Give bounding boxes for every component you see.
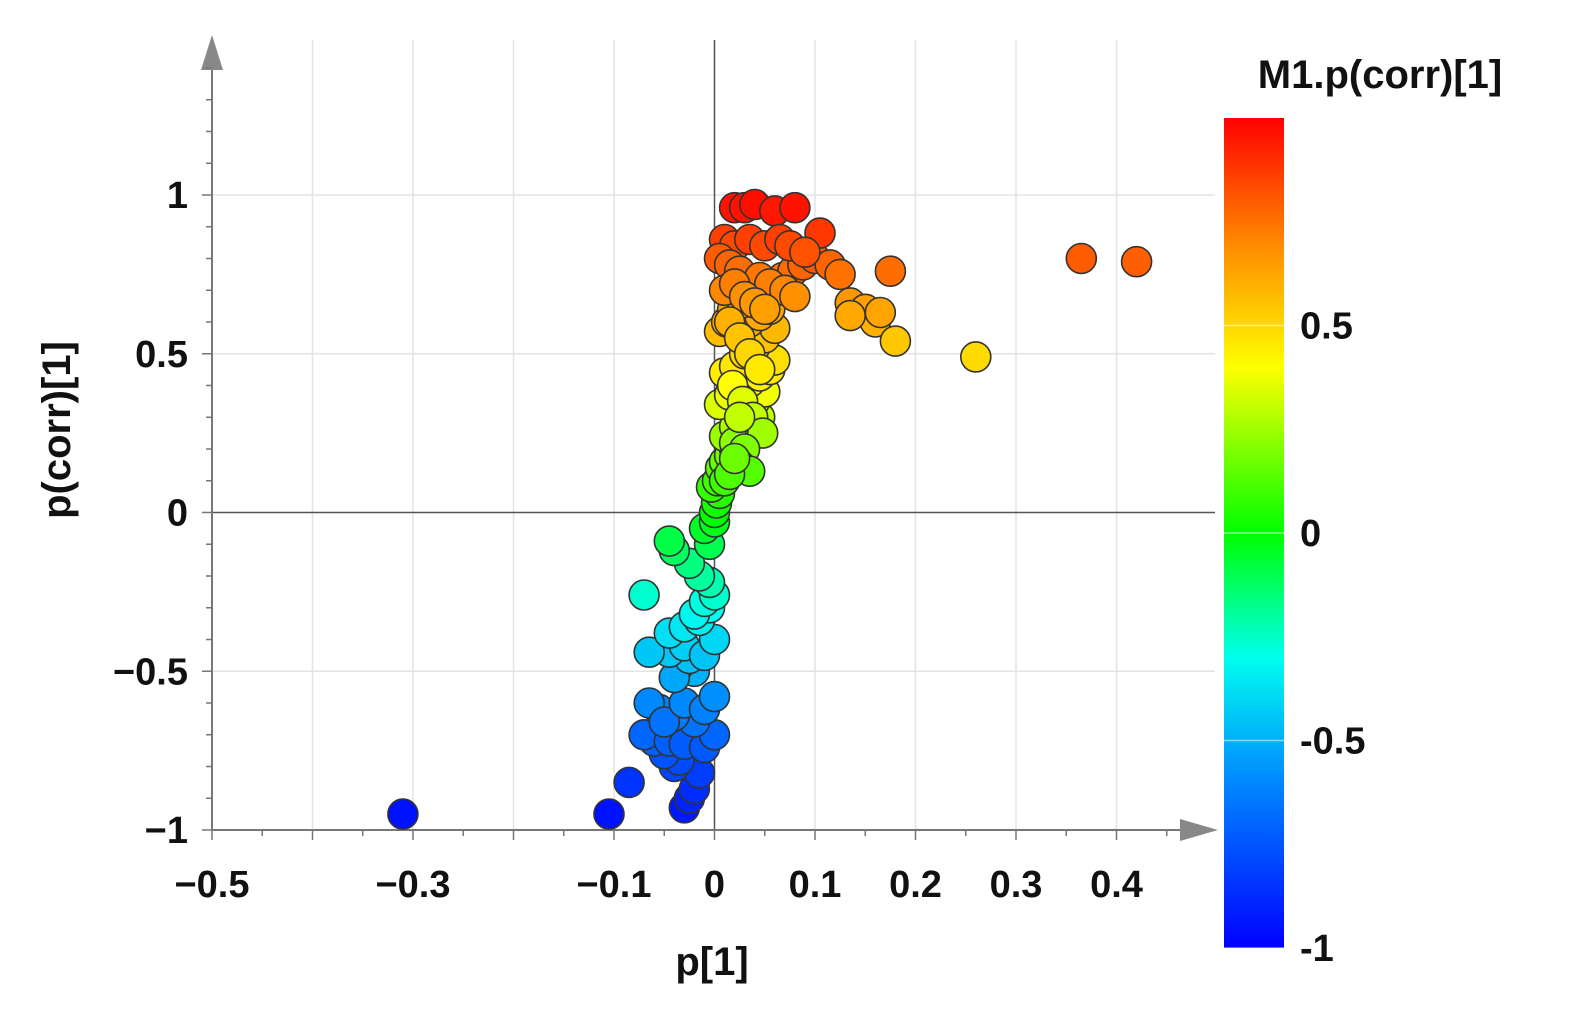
data-point [613, 766, 645, 799]
data-point [593, 798, 625, 830]
data-point [779, 280, 811, 313]
data-point [874, 255, 907, 288]
data-point [723, 401, 756, 434]
data-point [628, 579, 660, 611]
y-tick-label: −1 [145, 810, 188, 852]
data-point [748, 293, 781, 326]
colorbar-title: M1.p(corr)[1] [1258, 53, 1502, 97]
y-tick-label: 0.5 [135, 334, 188, 376]
colorbar: M1.p(corr)[1] -1 -0.5 0 0.5 [1224, 53, 1502, 970]
y-axis-title: p(corr)[1] [35, 341, 79, 519]
data-point [387, 798, 419, 830]
x-tick-label: −0.3 [375, 864, 450, 906]
x-tick-label: 0.2 [889, 864, 942, 906]
colorbar-tick-label: -0.5 [1300, 721, 1365, 763]
colorbar-tick-label: 0.5 [1300, 306, 1353, 348]
data-point [633, 636, 666, 669]
x-tick-label: −0.5 [174, 864, 249, 906]
x-tick-label: −0.1 [576, 864, 651, 906]
y-tick-label: 0 [167, 493, 188, 535]
y-tick-label: 1 [167, 175, 188, 217]
x-axis-title: p[1] [675, 940, 748, 984]
tick-labels: −0.5 −0.3 −0.1 0 0.1 0.2 0.3 0.4 −1 −0.5 0 0.5 1 [113, 175, 1143, 906]
grid-lines [211, 40, 1215, 830]
data-points [387, 188, 1153, 830]
data-point [864, 296, 897, 329]
colorbar-tick-label: 0 [1300, 513, 1321, 555]
colorbar-ticks: -1 -0.5 0 0.5 [1224, 306, 1365, 970]
data-point [743, 353, 776, 386]
data-point [648, 706, 681, 738]
colorbar-tick-label: -1 [1300, 928, 1334, 970]
x-tick-label: 0.3 [990, 864, 1043, 906]
data-point [789, 236, 821, 268]
data-point [698, 680, 731, 713]
x-tick-label: 0 [704, 864, 725, 906]
data-point [653, 525, 686, 557]
data-point [959, 341, 992, 373]
data-point [718, 442, 751, 475]
data-point [879, 325, 912, 357]
x-tick-label: 0.4 [1090, 864, 1143, 906]
data-point [834, 299, 867, 332]
y-axis-arrow-icon [201, 35, 223, 70]
x-tick-label: 0.1 [789, 864, 842, 906]
data-point [1120, 245, 1153, 278]
y-tick-label: −0.5 [113, 651, 188, 693]
x-axis-arrow-icon [1180, 819, 1218, 841]
data-point [1065, 242, 1098, 275]
data-point [779, 191, 811, 224]
data-point [824, 258, 856, 291]
